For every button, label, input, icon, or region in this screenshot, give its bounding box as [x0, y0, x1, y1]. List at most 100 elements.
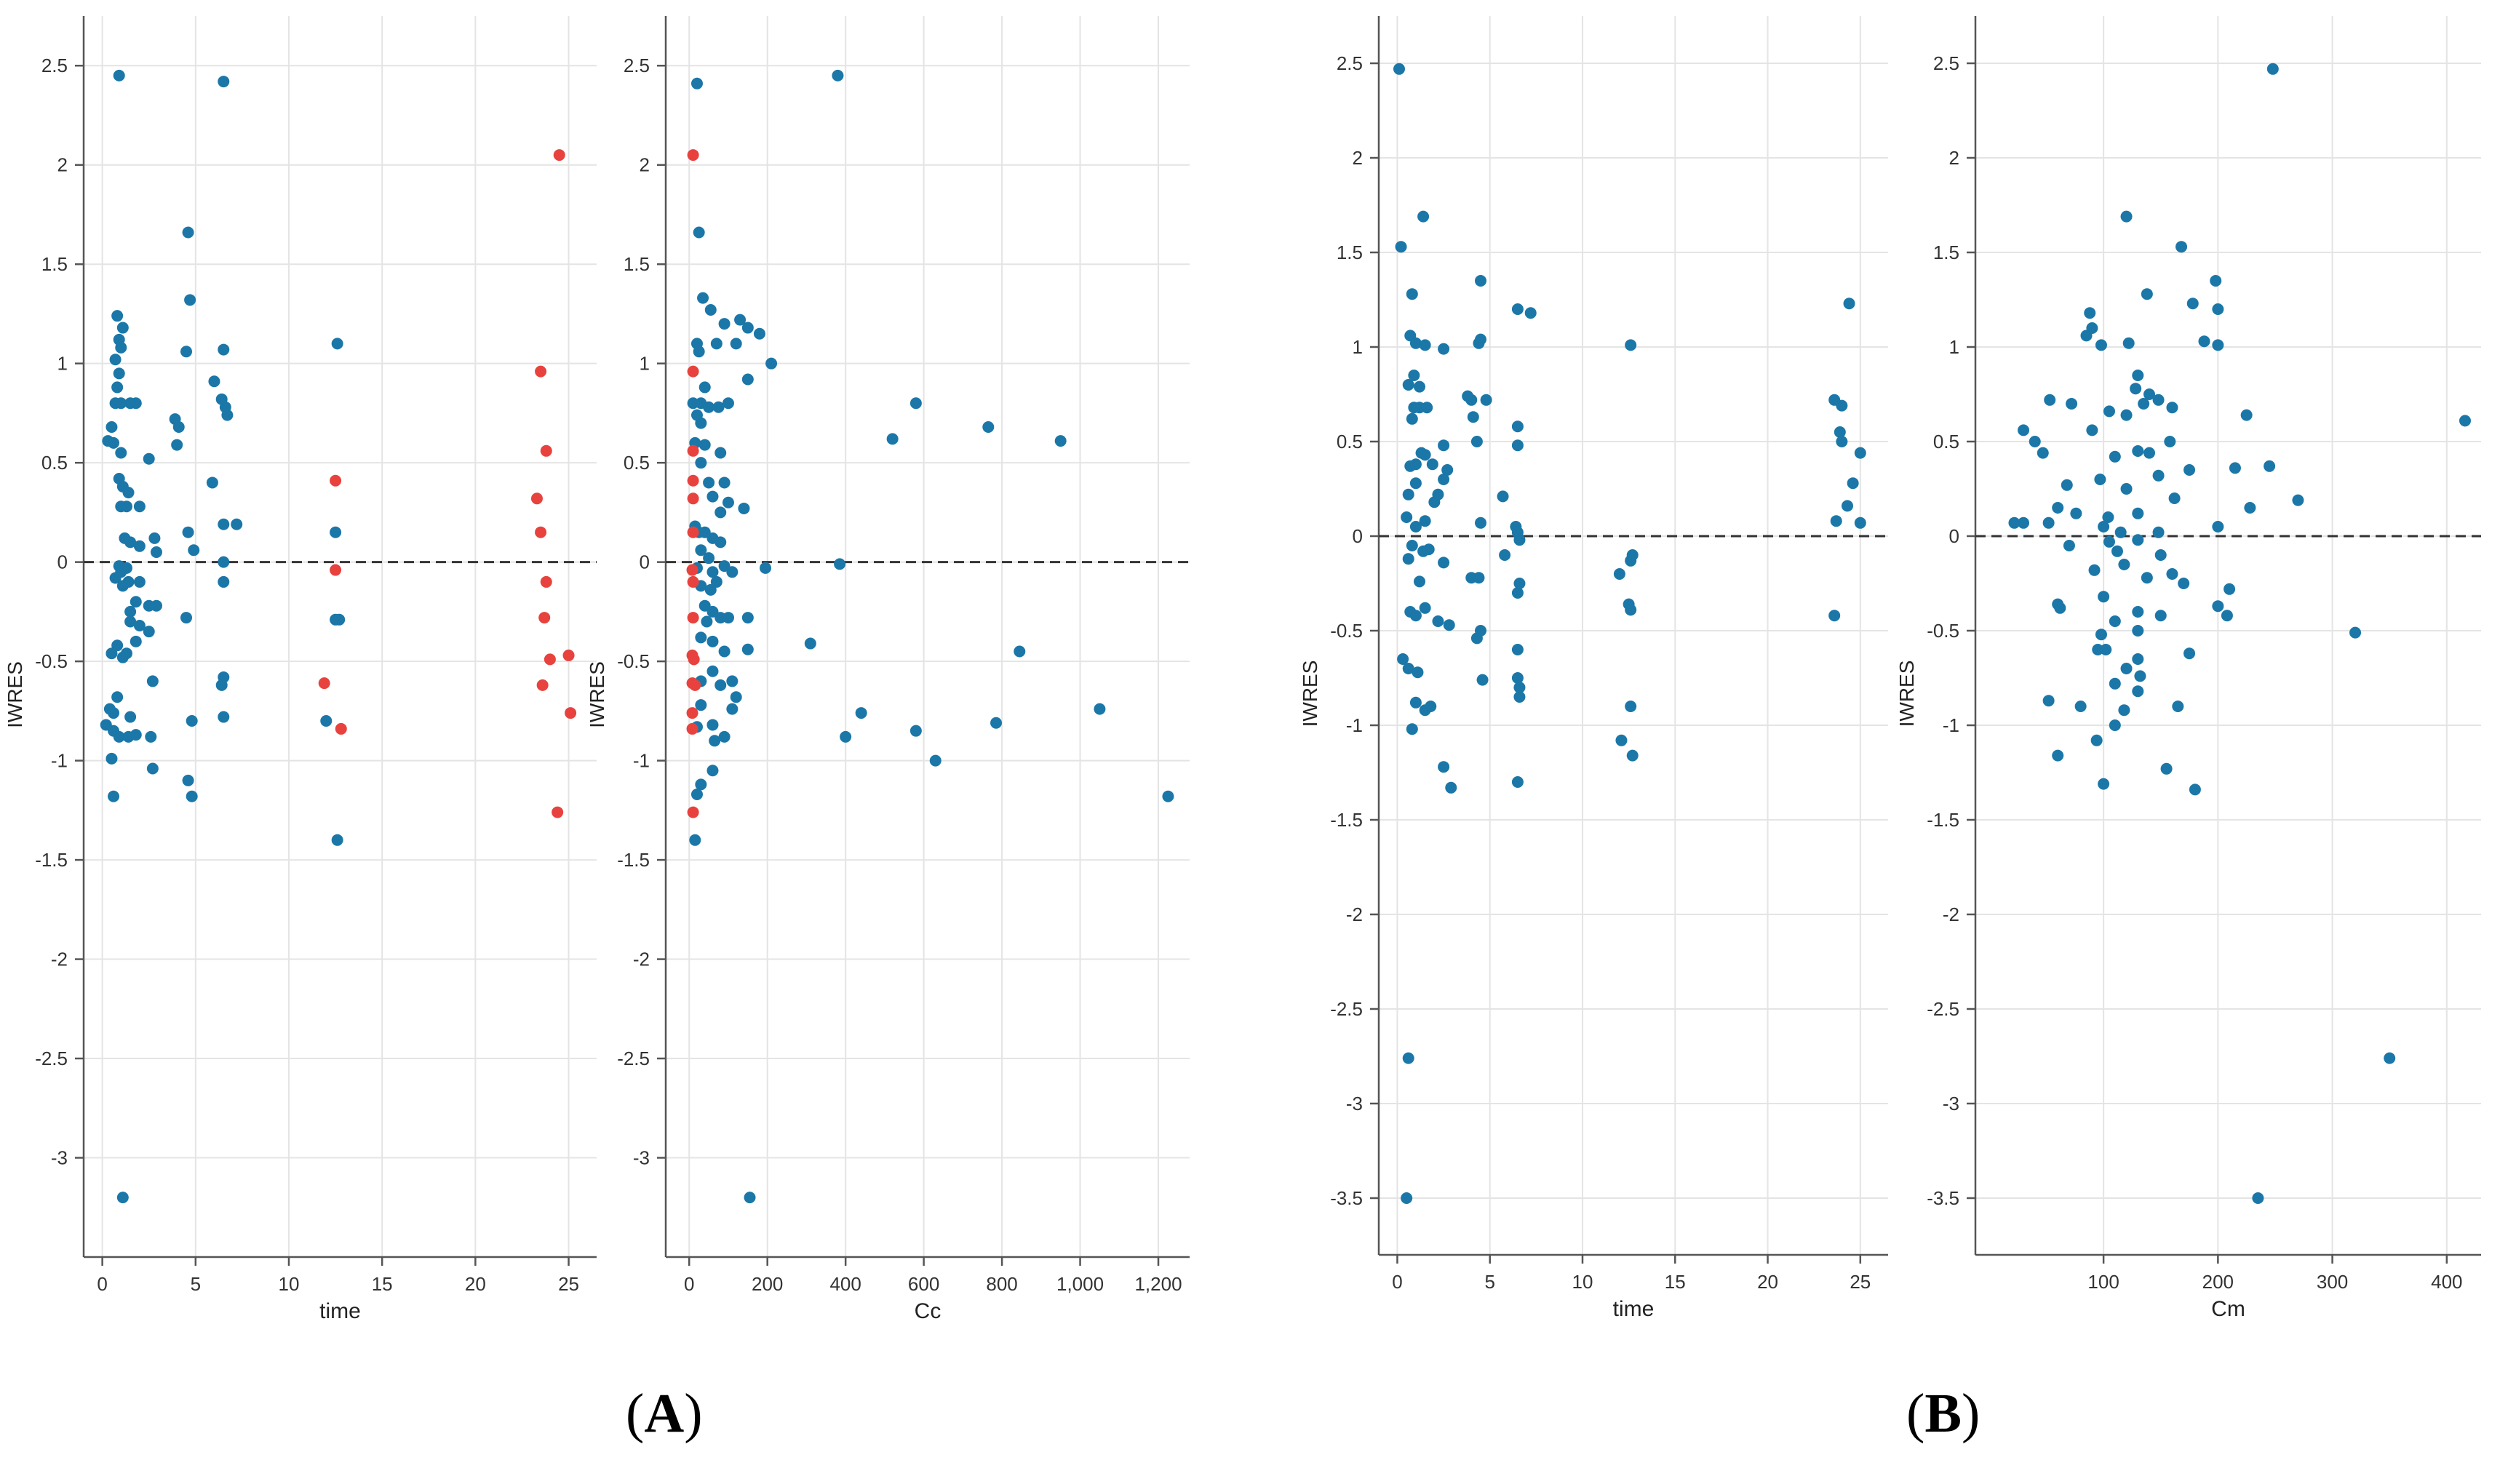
chart-1-blue-data-point	[218, 343, 230, 356]
chart-3-blue-data-point	[1401, 511, 1413, 523]
chart-4-blue-data-point	[2143, 388, 2156, 400]
chart-3-blue-data-point	[1511, 587, 1524, 599]
chart-4-blue-data-point	[2018, 516, 2030, 529]
chart-2-blue-data-point	[709, 735, 721, 747]
chart-2-y-tick-label: 0	[640, 551, 650, 573]
chart-3-blue-data-point	[1625, 701, 1637, 712]
chart-4-blue-data-point	[2143, 447, 2156, 459]
chart-2-x-tick-label: 400	[829, 1273, 861, 1295]
chart-1-blue-data-point	[133, 500, 146, 513]
chart-2-x-tick-label: 1,200	[1134, 1273, 1182, 1295]
chart-2-red-data-point	[687, 612, 699, 624]
chart-3-blue-data-point	[1470, 436, 1483, 447]
chart-3-blue-data-point	[1836, 436, 1848, 447]
chart-4-blue-data-point	[2114, 526, 2127, 538]
chart-2-blue-data-point	[726, 566, 739, 578]
chart-3-blue-data-point	[1428, 496, 1441, 508]
chart-3-y-axis-title: IWRES	[1299, 661, 1321, 727]
chart-2-blue-data-point	[706, 665, 719, 677]
chart-2-blue-data-point	[698, 439, 711, 451]
chart-3-blue-data-point	[1467, 411, 1479, 423]
chart-2-blue-data-point	[701, 615, 713, 628]
chart-3-blue-data-point	[1441, 464, 1454, 476]
chart-2-blue-data-point	[741, 373, 754, 386]
chart-4-blue-data-point	[2212, 521, 2224, 532]
chart-2-blue-data-point	[693, 226, 705, 239]
chart-2-blue-data-point	[744, 1192, 756, 1204]
chart-3-y-tick-label: -2	[1346, 903, 1363, 925]
chart-4-blue-data-point	[2154, 610, 2167, 622]
chart-2: 0 200 400 600 800 1,000 1,200 2.5 2 1.5 1 0.5 0 -0.5 -…	[586, 16, 1190, 1323]
chart-2-blue-data-point	[714, 447, 727, 459]
chart-2-x-tick-label: 0	[684, 1273, 694, 1295]
chart-3-y-tick-label: -0.5	[1330, 620, 1363, 642]
chart-3-blue-data-point	[1397, 653, 1409, 665]
chart-3-blue-data-point	[1524, 307, 1537, 319]
chart-1-y-tick-label: -2.5	[35, 1048, 68, 1069]
chart-2-blue-data-point	[741, 322, 754, 334]
chart-2-blue-data-point	[722, 397, 734, 410]
chart-1-blue-data-point	[108, 790, 120, 802]
chart-1-red-data-point	[544, 653, 556, 666]
chart-2-blue-data-point	[703, 552, 715, 565]
chart-4-blue-data-point	[2109, 677, 2121, 690]
chart-1-blue-data-point	[330, 526, 342, 538]
chart-3-blue-data-point	[1406, 288, 1418, 300]
chart-3-blue-data-point	[1402, 1052, 1414, 1064]
chart-2-x-tick-label: 600	[908, 1273, 939, 1295]
chart-3-blue-data-point	[1834, 426, 1846, 438]
chart-4-blue-data-point	[2120, 409, 2133, 421]
chart-3-y-tick-label: 1.5	[1337, 242, 1363, 263]
chart-1: 0 5 10 15 20 25 2.5 2 1.5 1 0.5 0 -0.5 -1 -1.5 -2 -2.5 -3…	[4, 16, 597, 1323]
chart-4-y-tick-label: -3.5	[1927, 1187, 1959, 1209]
chart-2-blue-data-point	[982, 421, 995, 434]
chart-1-y-tick-label: -2	[51, 949, 68, 970]
chart-1-blue-data-point	[171, 439, 183, 451]
chart-3-blue-data-point	[1513, 534, 1526, 546]
chart-1-y-tick-label: 2.5	[41, 55, 68, 76]
chart-4-y-tick-label: 2.5	[1933, 52, 1959, 74]
chart-2-blue-data-point	[706, 635, 719, 647]
chart-4-blue-data-point	[2240, 409, 2253, 421]
chart-1-red-data-point	[540, 575, 552, 588]
chart-1-blue-data-point	[218, 518, 230, 530]
chart-3-blue-data-point	[1626, 749, 1639, 762]
chart-2-y-tick-label: 1.5	[624, 253, 650, 275]
chart-1-x-tick-label: 15	[372, 1273, 393, 1295]
chart-3-y-tick-label: -1.5	[1330, 809, 1363, 831]
chart-4-blue-data-point	[2183, 647, 2196, 660]
chart-2-blue-data-point	[722, 496, 734, 508]
chart-1-blue-data-point	[145, 730, 157, 743]
chart-2-y-tick-label: -2	[633, 949, 650, 970]
chart-4-blue-data-point	[2092, 644, 2104, 655]
chart-1-x-tick-label: 25	[558, 1273, 579, 1295]
chart-1-red-data-point	[538, 612, 551, 624]
chart-4-blue-data-point	[2160, 762, 2173, 775]
chart-4-blue-data-point	[2210, 275, 2222, 287]
chart-2-blue-data-point	[855, 707, 867, 719]
chart-4-blue-data-point	[2052, 598, 2064, 610]
chart-2-blue-data-point	[690, 77, 703, 89]
chart-3-blue-data-point	[1511, 439, 1524, 452]
chart-1-blue-data-point	[113, 730, 125, 743]
chart-4-blue-data-point	[2120, 663, 2133, 674]
chart-1-red-data-point	[535, 526, 547, 538]
chart-4-y-tick-label: -3	[1943, 1093, 1959, 1114]
chart-4-blue-data-point	[2132, 370, 2144, 381]
chart-4-blue-data-point	[2109, 615, 2121, 627]
panel-label-b-close: )	[1962, 1383, 1981, 1444]
chart-1-blue-data-point	[146, 675, 159, 687]
chart-4-blue-data-point	[2008, 516, 2021, 529]
chart-1-blue-data-point	[333, 613, 346, 626]
chart-1-blue-data-point	[133, 540, 146, 552]
chart-1-y-tick-label: -3	[51, 1147, 68, 1169]
chart-4-blue-data-point	[2152, 469, 2165, 482]
chart-3-x-tick-label: 20	[1757, 1271, 1778, 1293]
chart-2-red-data-point	[686, 707, 698, 719]
chart-1-blue-data-point	[143, 626, 155, 638]
chart-3-blue-data-point	[1393, 63, 1405, 75]
chart-2-blue-data-point	[714, 506, 727, 519]
chart-3-x-tick-label: 25	[1850, 1271, 1871, 1293]
chart-3-y-tick-label: -1	[1346, 714, 1363, 736]
chart-4-blue-data-point	[2100, 644, 2112, 655]
